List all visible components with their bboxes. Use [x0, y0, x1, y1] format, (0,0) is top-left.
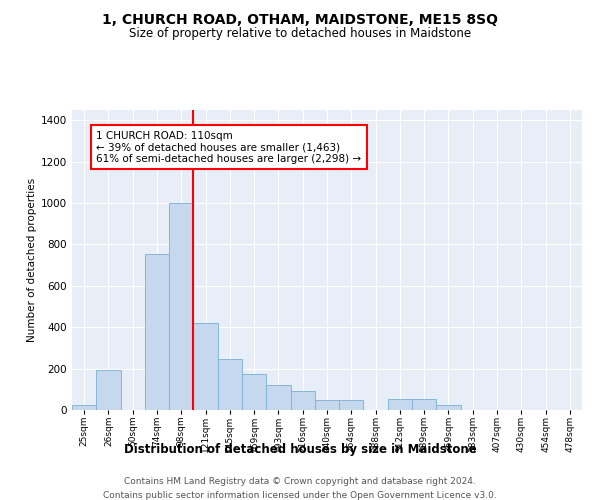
Bar: [72, 405, 96, 410]
Text: 1 CHURCH ROAD: 110sqm
← 39% of detached houses are smaller (1,463)
61% of semi-d: 1 CHURCH ROAD: 110sqm ← 39% of detached …: [96, 130, 361, 164]
Bar: [388, 398, 412, 410]
Bar: [339, 400, 364, 410]
Bar: [242, 374, 266, 410]
Text: Size of property relative to detached houses in Maidstone: Size of property relative to detached ho…: [129, 28, 471, 40]
Bar: [266, 385, 290, 410]
Bar: [436, 405, 461, 410]
Text: 1, CHURCH ROAD, OTHAM, MAIDSTONE, ME15 8SQ: 1, CHURCH ROAD, OTHAM, MAIDSTONE, ME15 8…: [102, 12, 498, 26]
Text: Contains HM Land Registry data © Crown copyright and database right 2024.: Contains HM Land Registry data © Crown c…: [124, 478, 476, 486]
Bar: [169, 203, 193, 410]
Y-axis label: Number of detached properties: Number of detached properties: [27, 178, 37, 342]
Bar: [290, 392, 315, 410]
Bar: [218, 360, 242, 410]
Text: Distribution of detached houses by size in Maidstone: Distribution of detached houses by size …: [124, 442, 476, 456]
Text: Contains public sector information licensed under the Open Government Licence v3: Contains public sector information licen…: [103, 491, 497, 500]
Bar: [145, 254, 169, 410]
Bar: [315, 400, 339, 410]
Bar: [193, 323, 218, 410]
Bar: [412, 398, 436, 410]
Bar: [96, 370, 121, 410]
